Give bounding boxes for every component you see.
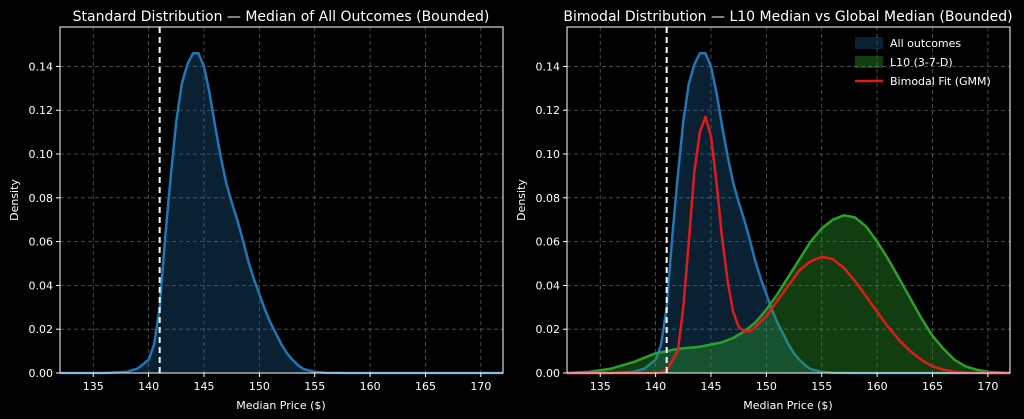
series-line-l10 <box>566 214 1011 375</box>
y-tick-label: 0.08 <box>536 192 561 205</box>
y-tick-label: 0.04 <box>29 279 54 292</box>
y-tick-label: 0.14 <box>29 60 54 73</box>
plot-frame <box>566 26 1011 374</box>
x-tick-label: 135 <box>590 380 611 393</box>
x-tick-label: 150 <box>756 380 777 393</box>
chart-bimodal-distribution: Bimodal Distribution — L10 Median vs Glo… <box>515 9 1013 412</box>
y-tick-label: 0.02 <box>536 323 561 336</box>
legend: All outcomes L10 (3-7-D) Bimodal Fit (GM… <box>855 37 991 88</box>
series-line-gmm <box>567 115 1010 375</box>
y-tick-label: 0.14 <box>536 60 561 73</box>
x-axis-label: Median Price ($) <box>743 399 832 412</box>
y-tick-label: 0.02 <box>29 323 54 336</box>
series-area-all <box>567 53 1010 374</box>
x-tick-label: 165 <box>922 380 943 393</box>
y-tick-label: 0.12 <box>29 104 54 117</box>
legend-label-all-outcomes: All outcomes <box>890 37 961 50</box>
x-tick-label: 140 <box>645 380 666 393</box>
x-tick-label: 145 <box>193 380 214 393</box>
plot-frame <box>59 26 504 374</box>
chart-title: Bimodal Distribution — L10 Median vs Glo… <box>563 9 1012 25</box>
y-axis-label: Density <box>8 179 21 221</box>
y-tick-label: 0.08 <box>29 192 54 205</box>
chart-title: Standard Distribution — Median of All Ou… <box>73 9 490 25</box>
y-tick-label: 0.10 <box>29 148 54 161</box>
y-tick-label: 0.00 <box>29 367 54 380</box>
legend-swatch-l10 <box>855 56 883 68</box>
x-tick-label: 155 <box>811 380 832 393</box>
series-area-l10 <box>567 215 1010 373</box>
legend-label-gmm: Bimodal Fit (GMM) <box>890 75 991 88</box>
chart-standard-distribution: Standard Distribution — Median of All Ou… <box>8 9 504 412</box>
y-axis-label: Density <box>515 179 528 221</box>
x-tick-label: 165 <box>415 380 436 393</box>
y-tick-label: 0.12 <box>536 104 561 117</box>
y-tick-label: 0.06 <box>536 236 561 249</box>
x-tick-label: 160 <box>867 380 888 393</box>
x-axis-label: Median Price ($) <box>236 399 325 412</box>
x-tick-label: 140 <box>138 380 159 393</box>
x-tick-label: 145 <box>700 380 721 393</box>
y-tick-label: 0.00 <box>536 367 561 380</box>
x-tick-label: 170 <box>977 380 998 393</box>
x-tick-label: 160 <box>360 380 381 393</box>
series-area-all <box>60 53 503 374</box>
x-tick-label: 150 <box>249 380 270 393</box>
series-line-all <box>60 52 503 375</box>
y-tick-label: 0.06 <box>29 236 54 249</box>
x-tick-label: 155 <box>304 380 325 393</box>
y-tick-label: 0.04 <box>536 279 561 292</box>
legend-swatch-all-outcomes <box>855 37 883 49</box>
x-tick-label: 170 <box>470 380 491 393</box>
legend-label-l10: L10 (3-7-D) <box>890 56 953 69</box>
x-tick-label: 135 <box>83 380 104 393</box>
y-tick-label: 0.10 <box>536 148 561 161</box>
